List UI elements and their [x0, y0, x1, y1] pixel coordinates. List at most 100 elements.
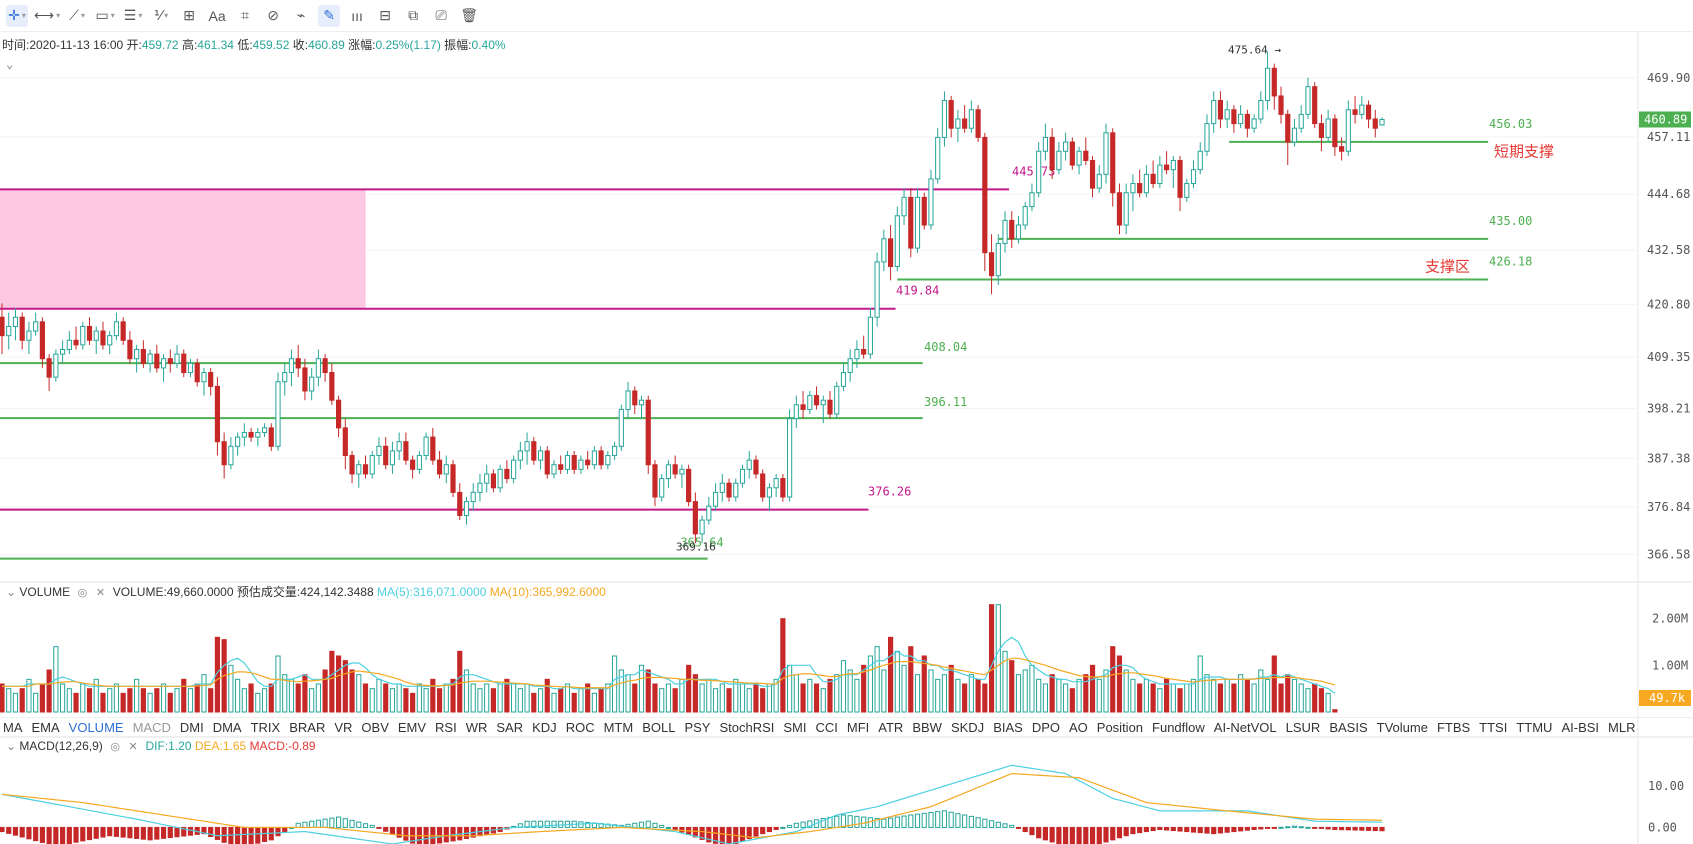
indicator-tab-sar[interactable]: SAR	[496, 719, 524, 735]
ruler-icon[interactable]: ⌁	[296, 7, 306, 23]
lock-icon[interactable]: ⊟	[379, 7, 391, 23]
indicator-tab-ai-netvol[interactable]: AI-NetVOL	[1213, 719, 1277, 735]
candle-body	[140, 348, 146, 364]
candle-body	[834, 385, 840, 415]
macd-histogram-bar	[766, 826, 773, 833]
indicator-tab-skdj[interactable]: SKDJ	[950, 719, 985, 735]
macd-histogram-bar	[1063, 826, 1069, 844]
volume-bar	[59, 683, 66, 713]
collapse-icon[interactable]: ⌄	[6, 585, 17, 599]
indicator-tab-mtm[interactable]: MTM	[603, 719, 634, 735]
link-icon[interactable]: ⊘	[267, 7, 279, 23]
brush-icon[interactable]: ✎	[318, 4, 341, 27]
indicator-tab-kdj[interactable]: KDJ	[532, 719, 557, 735]
caret-icon[interactable]: ▾	[80, 11, 85, 20]
indicator-tab-psy[interactable]: PSY	[684, 719, 711, 735]
close-icon[interactable]: ✕	[128, 741, 138, 753]
caret-icon[interactable]: ▾	[21, 11, 26, 20]
close-icon[interactable]: ✕	[95, 587, 106, 599]
crosshair-icon[interactable]: ✛ ▾	[6, 4, 28, 27]
pattern-icon[interactable]: ııı	[351, 7, 363, 24]
indicator-tab-roc[interactable]: ROC	[565, 719, 595, 735]
indicator-tab-boll[interactable]: BOLL	[642, 719, 676, 735]
indicator-tab-dpo[interactable]: DPO	[1031, 719, 1060, 735]
caret-icon[interactable]: ▾	[110, 11, 115, 20]
macd-histogram-bar	[389, 826, 396, 835]
macd-histogram-bar	[107, 826, 113, 837]
volume-bar	[477, 688, 483, 713]
screenshot-icon[interactable]: ⎚	[435, 7, 447, 23]
volume-bar	[1036, 678, 1042, 713]
volume-bar	[591, 692, 597, 713]
indicator-tab-atr[interactable]: ATR	[878, 719, 904, 735]
text-icon[interactable]: Aa	[208, 7, 226, 24]
volume-bar	[0, 683, 5, 713]
volume-bar	[1150, 683, 1156, 713]
indicator-tab-basis[interactable]: BASIS	[1329, 719, 1368, 735]
indicator-tab-trix[interactable]: TRIX	[250, 719, 281, 735]
indicator-tab-brar[interactable]: BRAR	[289, 719, 326, 735]
indicator-tab-ai-bsi[interactable]: AI-BSI	[1561, 719, 1600, 735]
rectangle-icon[interactable]: ▭ ▾	[95, 7, 115, 23]
indicator-tab-rsi[interactable]: RSI	[435, 719, 457, 735]
measure-icon[interactable]: ⊞	[183, 7, 195, 23]
indicator-tab-obv[interactable]: OBV	[361, 719, 389, 735]
info-open: 459.72	[141, 38, 179, 52]
caret-icon[interactable]: ▾	[56, 11, 61, 20]
info-amp-label: 振幅:	[444, 38, 472, 52]
candle-body	[840, 372, 847, 387]
volume-bar	[1009, 660, 1015, 713]
collapse-icon[interactable]: ⌄	[6, 739, 17, 753]
indicator-tab-position[interactable]: Position	[1096, 719, 1144, 735]
low-mark: 369.16	[676, 541, 716, 554]
indicator-tab-vr[interactable]: VR	[334, 719, 353, 735]
indicator-tab-bias[interactable]: BIAS	[993, 719, 1023, 735]
indicator-tab-volume[interactable]: VOLUME	[68, 719, 124, 735]
caret-icon[interactable]: ▾	[164, 11, 169, 20]
indicator-tab-tvolume[interactable]: TVolume	[1376, 719, 1428, 735]
indicator-tab-stochrsi[interactable]: StochRSI	[719, 719, 775, 735]
copy-icon[interactable]: ⧉	[408, 7, 419, 23]
indicator-tab-lsur[interactable]: LSUR	[1285, 719, 1321, 735]
info-time: 时间:2020-11-13 16:00	[2, 38, 124, 52]
indicator-tab-macd[interactable]: MACD	[132, 719, 171, 735]
volume-bar	[1318, 688, 1325, 713]
indicator-tab-dma[interactable]: DMA	[212, 719, 242, 735]
parallel-lines-icon[interactable]: ☰ ▾	[123, 7, 143, 23]
indicator-tab-ma[interactable]: MA	[3, 719, 23, 735]
magnet-icon[interactable]: ⌗	[241, 7, 250, 23]
candle-body	[686, 468, 692, 503]
candle-body	[376, 445, 382, 457]
indicator-tab-mfi[interactable]: MFI	[846, 719, 870, 735]
settings-icon[interactable]: ◎	[77, 587, 88, 599]
indicator-tab-smi[interactable]: SMI	[783, 719, 807, 735]
indicator-tab-cci[interactable]: CCI	[815, 719, 838, 735]
indicator-tab-ema[interactable]: EMA	[31, 719, 60, 735]
indicator-tab-wr[interactable]: WR	[465, 719, 488, 735]
indicator-tab-mlr[interactable]: MLR	[1608, 719, 1636, 735]
macd-histogram-bar	[174, 826, 180, 838]
macd-histogram-bar	[1224, 826, 1230, 833]
candle-body	[1312, 86, 1318, 125]
macd-histogram-bar	[672, 826, 678, 831]
macd-histogram-bar	[120, 826, 126, 838]
indicator-tab-dmi[interactable]: DMI	[179, 719, 204, 735]
indicator-tab-ftbs[interactable]: FTBS	[1436, 719, 1471, 735]
indicator-tab-emv[interactable]: EMV	[397, 719, 427, 735]
fib-icon[interactable]: ⅟ ▾	[154, 7, 169, 23]
horizontal-line-icon[interactable]: ⟷ ▾	[34, 7, 61, 23]
indicator-tab-fundflow[interactable]: Fundflow	[1152, 719, 1205, 735]
macd-histogram-bar	[1197, 826, 1203, 834]
trend-line-icon[interactable]: ⟋ ▾	[69, 7, 85, 23]
settings-icon[interactable]: ◎	[110, 741, 120, 753]
indicator-tab-ttmu[interactable]: TTMU	[1516, 719, 1553, 735]
candle-body	[982, 136, 988, 254]
indicator-tab-bbw[interactable]: BBW	[912, 719, 942, 735]
trash-icon[interactable]: 🗑	[460, 7, 478, 23]
macd-histogram-bar	[638, 821, 645, 828]
caret-icon[interactable]: ▾	[138, 11, 143, 20]
indicator-tab-ao[interactable]: AO	[1068, 719, 1088, 735]
indicator-tab-ttsi[interactable]: TTSI	[1479, 719, 1508, 735]
candle-body	[1184, 183, 1190, 198]
